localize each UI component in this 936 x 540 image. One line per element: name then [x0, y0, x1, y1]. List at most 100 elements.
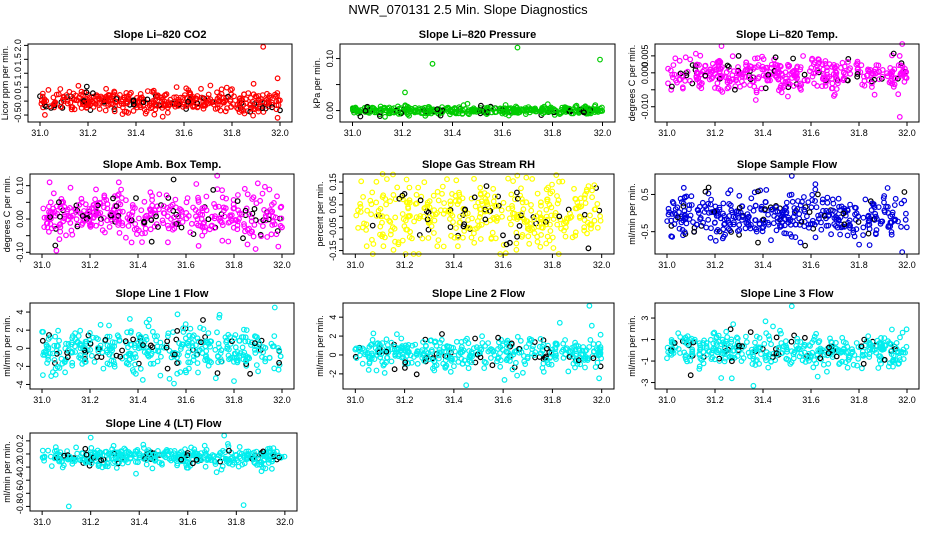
data-point: [198, 215, 205, 222]
data-point: [136, 454, 143, 461]
data-point: [597, 217, 604, 224]
data-point: [244, 241, 251, 248]
x-tick-label: 31.6: [494, 395, 512, 405]
data-point: [166, 375, 173, 382]
reference-point: [702, 188, 709, 195]
data-point: [783, 199, 790, 206]
data-point: [132, 354, 139, 361]
x-axis: 31.0 31.2 31.4 31.6 31.8 32.0: [658, 254, 916, 270]
data-point: [694, 221, 700, 228]
data-point: [234, 192, 241, 198]
reference-point: [702, 72, 709, 79]
data-point: [43, 343, 50, 350]
data-point: [710, 330, 717, 337]
data-point: [797, 64, 804, 70]
data-point: [75, 333, 82, 339]
data-point: [390, 246, 397, 253]
data-point: [828, 231, 834, 238]
reference-point: [500, 232, 506, 239]
data-point: [512, 196, 518, 203]
data-point: [253, 362, 260, 369]
data-point: [418, 349, 425, 356]
data-point: [154, 448, 161, 454]
data-point: [276, 347, 283, 354]
outlier-point: [463, 382, 470, 389]
data-point: [212, 461, 219, 468]
reference-point: [357, 113, 364, 120]
data-point: [420, 213, 427, 220]
data-point: [492, 235, 499, 242]
data-point: [78, 195, 85, 202]
data-point: [138, 207, 145, 214]
data-point: [670, 62, 677, 68]
data-point: [434, 210, 441, 216]
data-point: [250, 105, 257, 112]
data-point: [898, 200, 905, 207]
data-point: [474, 218, 481, 225]
data-point: [765, 364, 772, 371]
reference-point: [170, 207, 177, 214]
data-point: [133, 454, 139, 460]
data-point: [824, 194, 831, 201]
x-tick-label: 31.8: [850, 260, 868, 270]
data-point: [163, 447, 170, 453]
data-point: [241, 349, 248, 356]
data-point: [187, 93, 194, 100]
data-point: [754, 64, 761, 70]
data-point: [373, 178, 380, 185]
y-tick-label: 4: [15, 310, 25, 315]
data-point: [889, 326, 895, 333]
outlier-point: [240, 502, 247, 509]
data-point: [88, 445, 95, 451]
data-point: [454, 234, 461, 241]
data-point: [665, 65, 671, 72]
data-point: [885, 338, 891, 345]
data-point: [550, 245, 557, 251]
data-point: [122, 234, 129, 241]
data-point: [164, 213, 171, 220]
data-point: [261, 206, 268, 213]
data-point: [544, 101, 551, 108]
data-point: [447, 198, 454, 205]
data-point: [471, 107, 478, 114]
data-point: [236, 337, 243, 344]
data-point: [714, 226, 721, 233]
data-point: [182, 321, 189, 328]
data-point: [888, 219, 895, 226]
data-point: [887, 348, 894, 355]
data-point: [244, 191, 251, 198]
data-point: [450, 219, 456, 226]
data-point: [742, 73, 749, 80]
data-point: [597, 213, 603, 220]
data-point: [384, 354, 391, 361]
data-point: [61, 94, 67, 101]
data-point: [231, 93, 237, 100]
data-point: [504, 337, 511, 344]
data-point: [870, 201, 877, 207]
data-point: [190, 353, 197, 360]
data-point: [731, 68, 737, 75]
data-point: [200, 105, 207, 112]
data-point: [111, 339, 118, 346]
data-point: [509, 366, 516, 373]
data-point: [412, 341, 419, 348]
plot-frame: [342, 302, 615, 390]
data-point: [361, 220, 367, 227]
data-point: [665, 80, 671, 87]
data-point: [242, 96, 249, 103]
data-point: [267, 207, 273, 214]
data-point: [366, 343, 373, 350]
data-point: [96, 106, 103, 112]
data-point: [697, 342, 703, 349]
data-point: [147, 360, 154, 367]
data-point: [69, 231, 76, 238]
reference-point: [178, 456, 185, 463]
data-point: [411, 109, 418, 116]
data-point: [812, 234, 819, 241]
data-point: [185, 87, 192, 93]
data-point: [589, 194, 595, 201]
data-point: [886, 79, 893, 86]
data-point: [245, 338, 252, 345]
data-point: [434, 243, 441, 250]
data-point: [485, 208, 492, 215]
